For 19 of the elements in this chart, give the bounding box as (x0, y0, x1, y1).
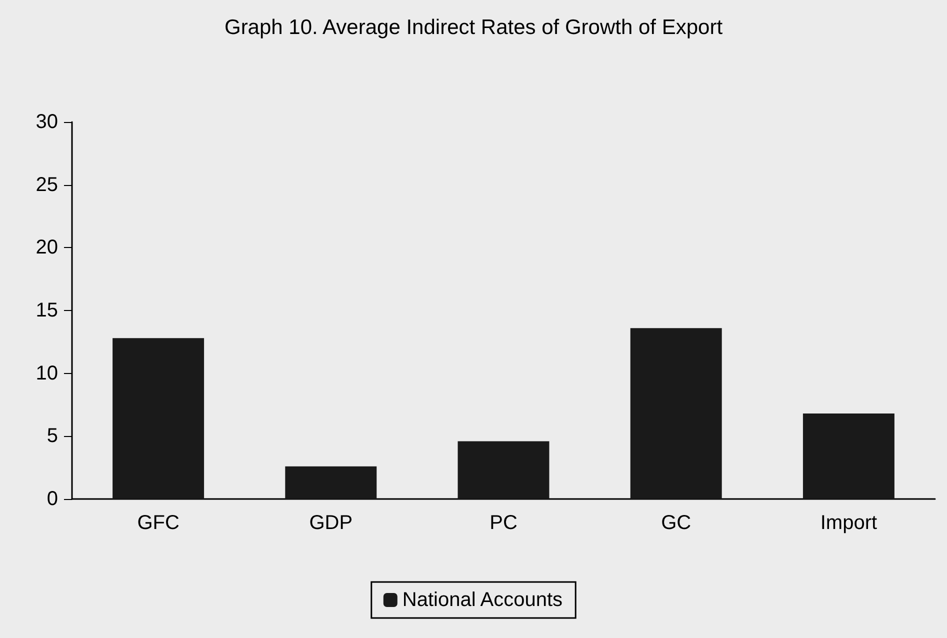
y-tick-label: 20 (36, 236, 58, 259)
y-tick-label: 10 (36, 362, 58, 384)
bar (802, 414, 894, 499)
y-tick-label: 5 (46, 425, 58, 448)
y-tick-label: 30 (36, 111, 58, 133)
y-tick-label: 15 (36, 300, 58, 322)
bar (112, 338, 204, 499)
x-tick-label: Import (820, 512, 878, 534)
x-tick-label: GC (661, 512, 692, 534)
y-tick-label: 25 (36, 174, 58, 196)
x-tick-label: GDP (309, 512, 353, 534)
x-tick-label: GFC (137, 512, 180, 534)
bar (630, 328, 722, 499)
x-tick-label: PC (490, 512, 518, 534)
bar (458, 441, 550, 499)
y-tick-label: 0 (46, 488, 58, 510)
bar (285, 466, 377, 499)
chart-title: Graph 10. Average Indirect Rates of Growth of Export (224, 16, 723, 39)
legend-label: National Accounts (402, 589, 563, 611)
